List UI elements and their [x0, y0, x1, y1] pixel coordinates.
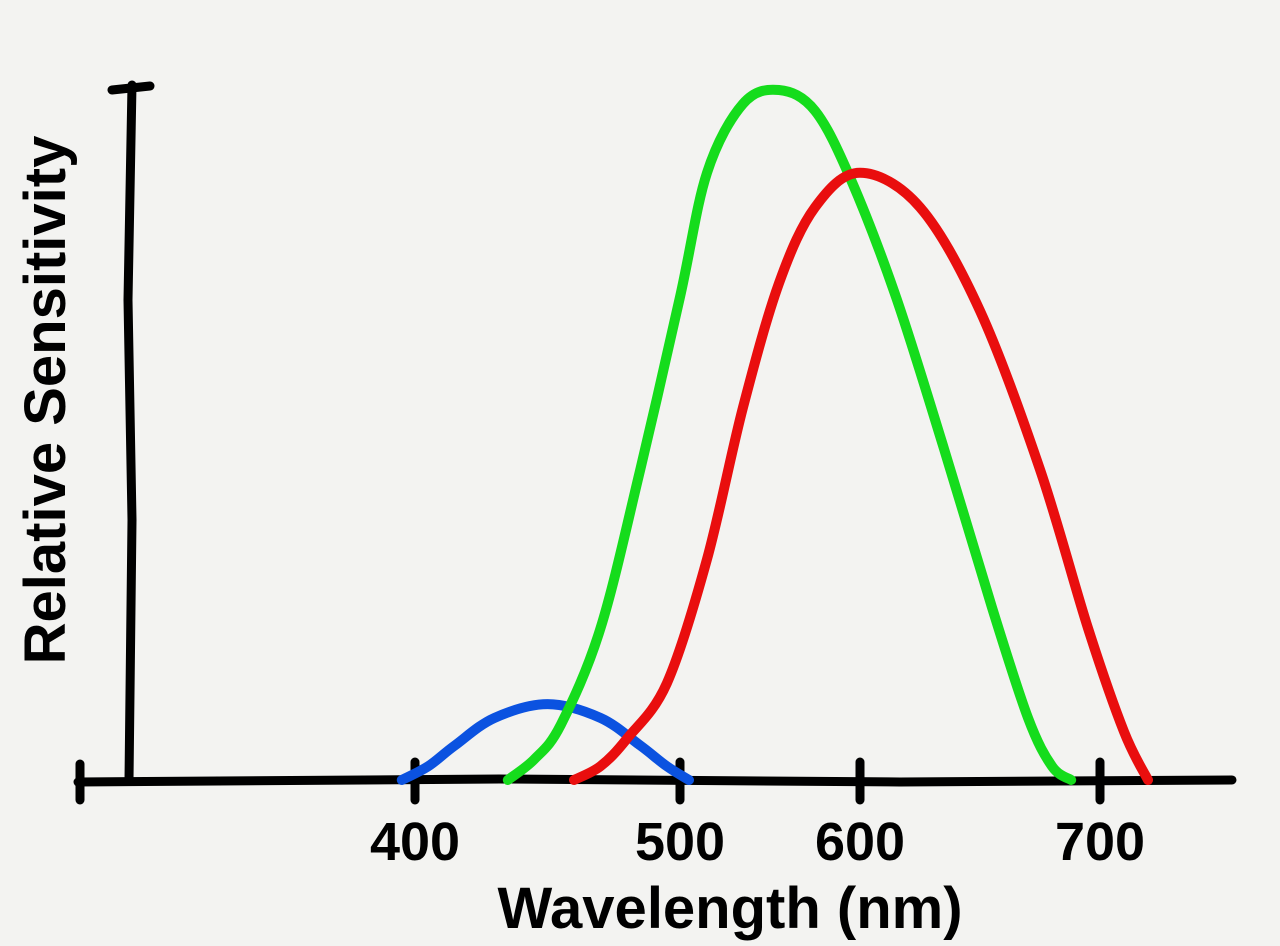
x-axis-label: Wavelength (nm) — [497, 876, 962, 941]
curve-m-cone-green- — [508, 90, 1071, 780]
sensitivity-chart: 400 500 600 700 Wavelength (nm) Relative… — [0, 0, 1280, 946]
y-axis — [128, 85, 132, 780]
curve-l-cone-red- — [574, 173, 1148, 780]
y-axis-top-cap — [112, 86, 150, 90]
x-tick-label-500: 500 — [635, 812, 725, 872]
x-tick-label-700: 700 — [1055, 812, 1145, 872]
x-tick-label-400: 400 — [370, 812, 460, 872]
x-axis — [78, 779, 1232, 782]
y-axis-label: Relative Sensitivity — [13, 136, 78, 665]
x-tick-label-600: 600 — [815, 812, 905, 872]
curves-group — [402, 90, 1148, 780]
